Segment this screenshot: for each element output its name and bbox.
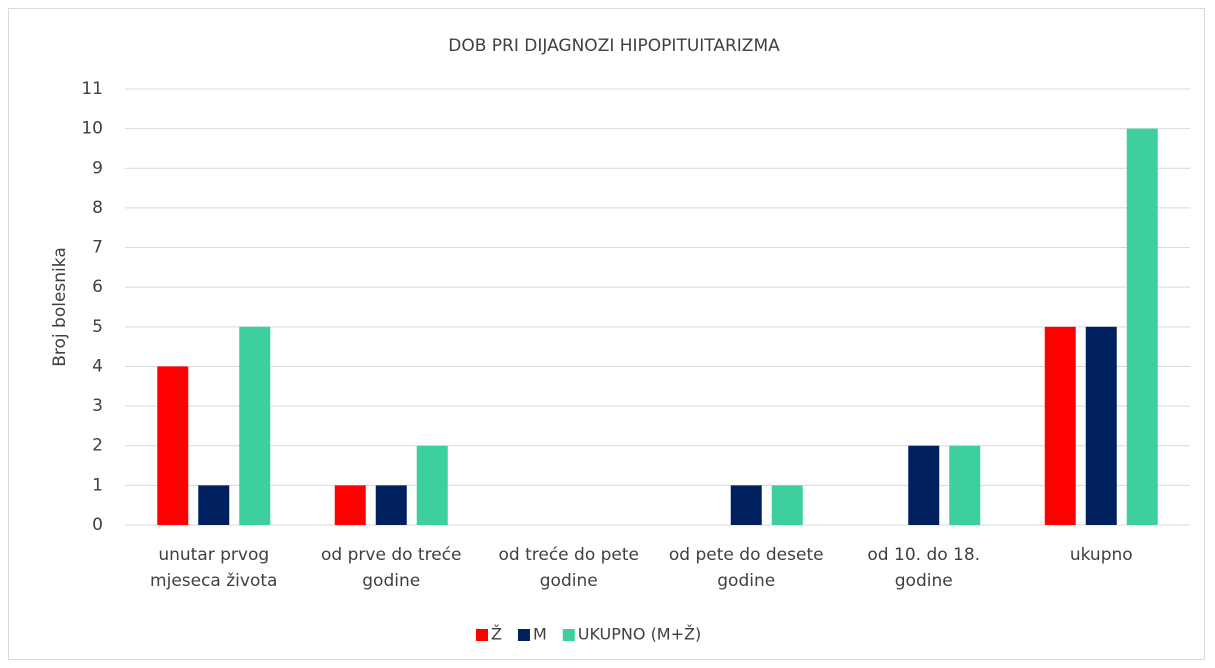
y-tick-label: 0: [92, 515, 103, 535]
y-axis-label: Broj bolesnika: [50, 247, 70, 367]
x-tick-label: ukupno: [1070, 545, 1133, 565]
x-tick-label: unutar prvog mjeseca života: [150, 545, 277, 591]
bar: [1126, 128, 1158, 526]
chart-title: DOB PRI DIJAGNOZI HIPOPITUITARIZMA: [448, 36, 780, 56]
legend-label: Ž: [491, 625, 502, 644]
bar: [949, 445, 981, 525]
bar: [239, 326, 271, 525]
y-tick-label: 1: [92, 475, 103, 495]
y-tick-label: 2: [92, 436, 103, 456]
x-tick-label: od treće do pete godine: [498, 545, 639, 591]
x-tick-label: od 10. do 18. godine: [867, 545, 980, 591]
bar: [1044, 326, 1076, 525]
y-tick-label: 5: [92, 317, 103, 337]
bar: [375, 485, 407, 525]
legend-label: M: [533, 625, 547, 644]
y-tick-label: 8: [92, 198, 103, 218]
y-tick-label: 3: [92, 396, 103, 416]
y-tick-label: 10: [81, 119, 103, 139]
bar: [157, 366, 189, 525]
bar: [416, 445, 448, 525]
legend-swatch: [562, 629, 575, 641]
y-tick-label: 4: [92, 356, 103, 376]
y-tick-label: 11: [81, 79, 103, 99]
legend-swatch: [517, 629, 530, 641]
bar: [334, 485, 366, 525]
x-tick-label: od pete do desete godine: [669, 545, 824, 591]
y-tick-label: 7: [92, 238, 103, 258]
legend-label: UKUPNO (M+Ž): [578, 625, 701, 644]
bar: [198, 485, 230, 525]
bar: [771, 485, 803, 525]
bar: [730, 485, 762, 525]
y-tick-label: 9: [92, 158, 103, 178]
bar: [1085, 326, 1117, 525]
y-tick-label: 6: [92, 277, 103, 297]
chart-frame: [8, 8, 1205, 660]
legend-swatch: [476, 629, 488, 641]
bar: [908, 445, 940, 525]
x-tick-label: od prve do treće godine: [321, 545, 461, 591]
